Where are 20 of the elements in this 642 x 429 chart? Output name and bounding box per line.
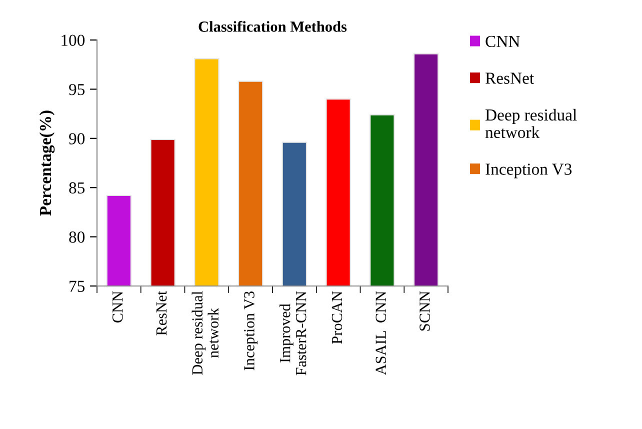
y-tick-label: 95: [69, 84, 85, 96]
legend-label: CNN: [486, 36, 520, 48]
legend-label: Inception V3: [486, 164, 572, 178]
legend-label: ResNet: [486, 72, 534, 84]
y-axis-title: Percentage(%): [39, 110, 55, 216]
legend-label: Deep residual network: [485, 108, 577, 138]
y-tick-label: 80: [69, 232, 85, 243]
x-tick-label: Deep residual network: [192, 291, 218, 375]
x-tick-label: ResNet: [156, 290, 167, 336]
x-tick-label: Improved FasterR-CNN: [280, 291, 306, 376]
chart-title: Classification Methods: [198, 20, 347, 32]
x-tick-label: CNN: [112, 291, 123, 322]
x-tick-label: ProCAN: [332, 291, 342, 344]
y-tick-label: 100: [62, 34, 85, 46]
y-tick-label: 75: [70, 280, 85, 292]
x-tick-label: ASAIL CNN: [376, 291, 386, 376]
x-tick-label: SCNN: [420, 291, 430, 331]
y-tick-label: 90: [69, 133, 85, 144]
x-tick-label: Inception V3: [244, 291, 258, 370]
y-tick-label: 85: [69, 182, 85, 194]
